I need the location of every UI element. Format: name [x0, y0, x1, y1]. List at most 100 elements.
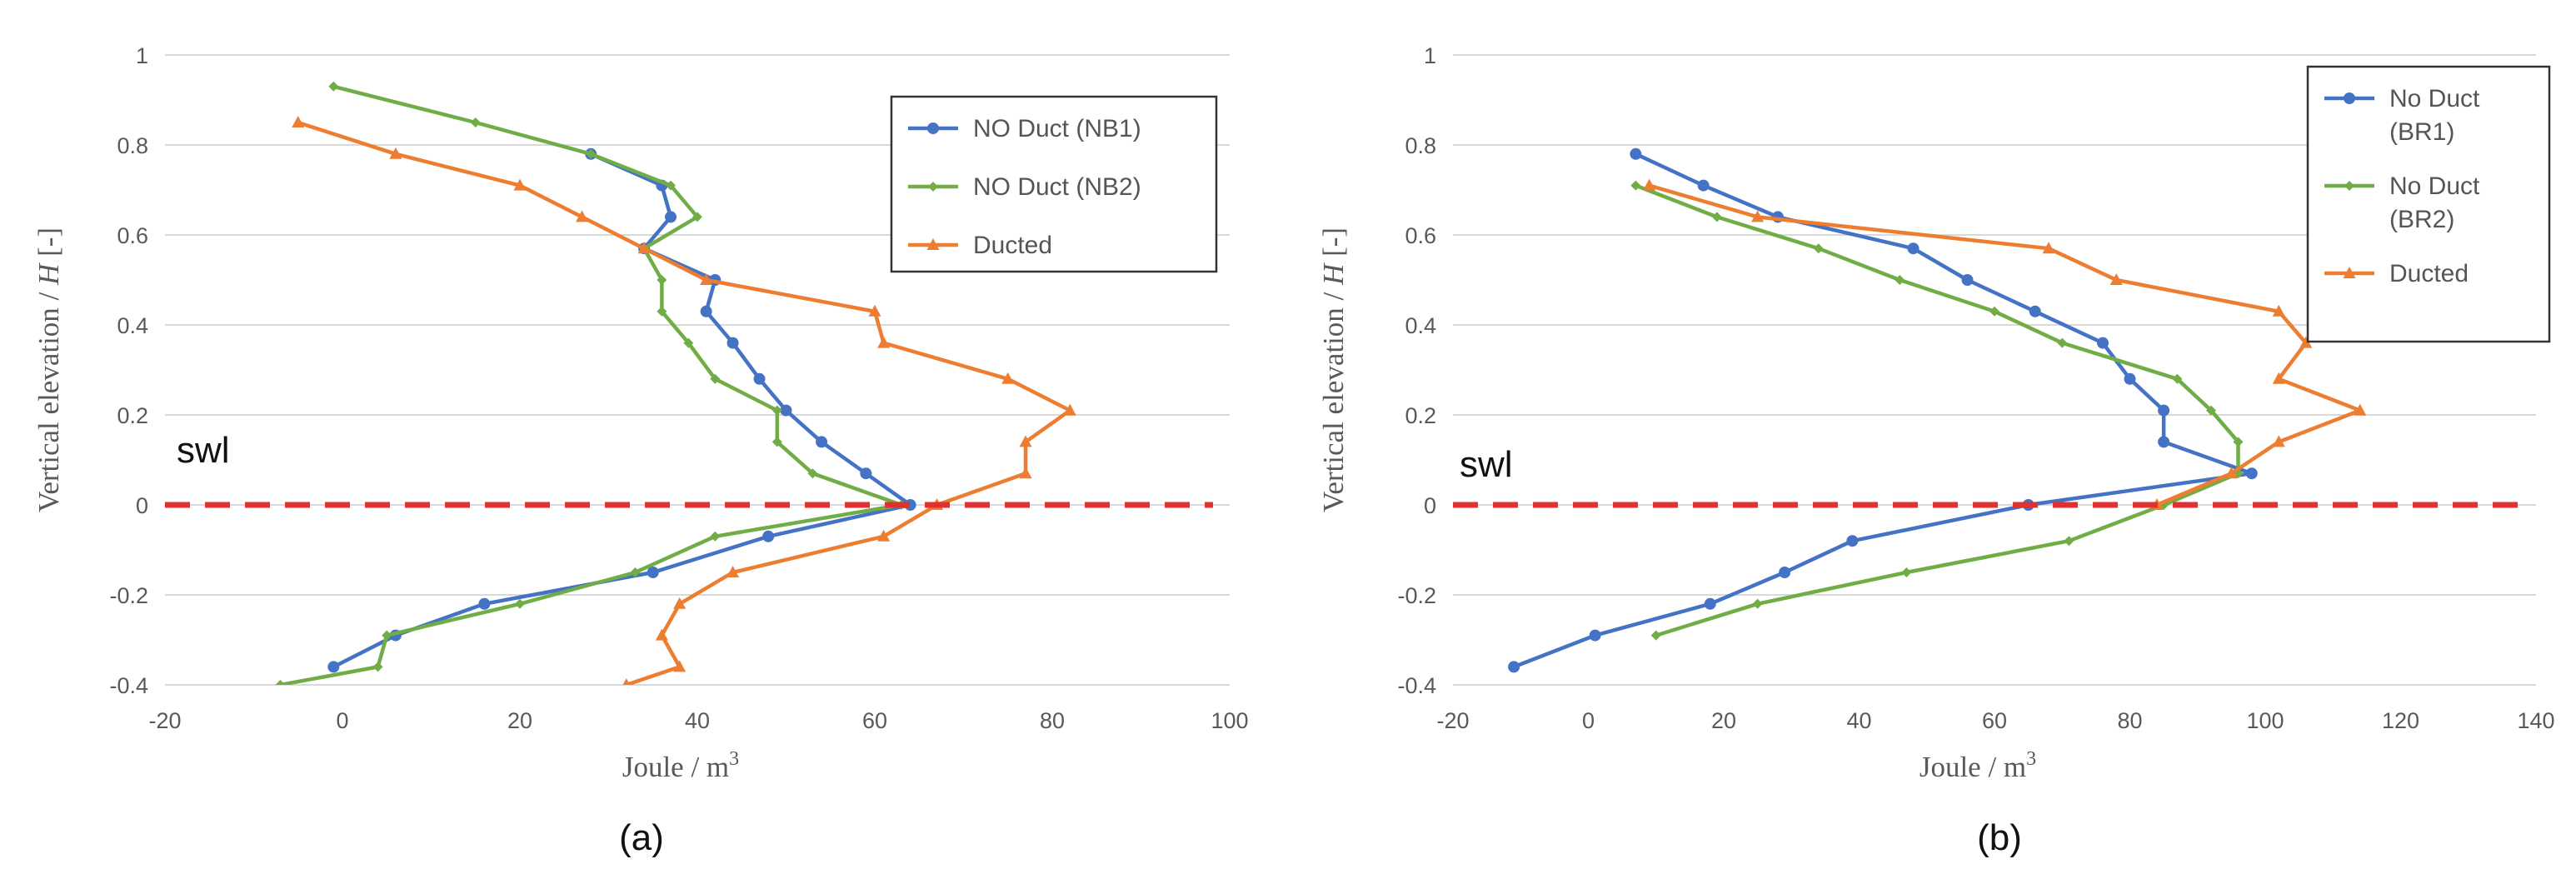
data-point: [1907, 242, 1920, 255]
data-point: [1704, 597, 1716, 610]
data-point: [2272, 435, 2285, 447]
data-point: [673, 597, 686, 609]
y-axis-label: Vertical elevation / H [-]: [1317, 227, 1350, 512]
x-tick-label: 60: [1982, 708, 2007, 733]
data-point: [2158, 404, 2170, 417]
data-point: [275, 680, 286, 685]
legend-label: No Duct (BR1): [2389, 85, 2480, 146]
data-point: [771, 437, 782, 447]
data-point: [877, 336, 891, 348]
data-point: [1001, 372, 1015, 384]
x-tick-label: 0: [336, 708, 348, 733]
data-point: [2042, 242, 2055, 254]
data-point: [2029, 305, 2041, 317]
y-tick-label: 1: [136, 43, 148, 68]
data-point: [656, 306, 667, 317]
data-point: [1630, 147, 1642, 160]
x-tick-label: 100: [2246, 708, 2284, 733]
x-tick-label: 80: [2117, 708, 2142, 733]
data-point: [2124, 372, 2136, 385]
x-tick-label: -20: [1436, 708, 1469, 733]
x-tick-label: 20: [1711, 708, 1736, 733]
x-tick-label: 60: [862, 708, 887, 733]
data-point: [1846, 535, 1859, 547]
y-tick-label: -0.2: [1397, 583, 1436, 608]
legend-label: No Duct (BR2): [2389, 172, 2480, 233]
y-tick-label: 0.4: [117, 313, 148, 338]
data-point: [2172, 373, 2183, 384]
data-point: [816, 436, 828, 448]
data-point: [673, 660, 686, 672]
y-axis-label: Vertical elevation / H [-]: [32, 227, 65, 512]
data-point: [771, 405, 782, 416]
data-point: [1779, 567, 1791, 578]
legend-label: NO Duct (NB1): [973, 115, 1141, 142]
series-line: [1635, 183, 2240, 637]
data-point: [868, 304, 881, 317]
legend-box: [2306, 65, 2551, 343]
data-point: [726, 566, 740, 577]
swl-label: swl: [177, 430, 230, 471]
y-tick-label: -0.4: [1397, 673, 1436, 698]
legend-box: [890, 95, 1218, 273]
data-point: [700, 305, 712, 317]
legend-marker: [926, 238, 940, 250]
y-tick-label: 0.6: [1405, 223, 1436, 248]
data-point: [1813, 243, 1824, 254]
data-point: [515, 598, 525, 609]
y-tick-label: 1: [1424, 43, 1436, 68]
data-point: [2158, 436, 2170, 448]
data-point: [1961, 274, 1974, 286]
data-point: [1508, 661, 1520, 673]
data-point: [1019, 435, 1032, 447]
data-point: [389, 147, 402, 159]
data-point: [1901, 567, 1912, 577]
data-point: [1697, 179, 1710, 192]
y-tick-label: 0.6: [117, 223, 148, 248]
data-point: [780, 404, 792, 417]
data-point: [656, 275, 667, 285]
data-point: [665, 211, 677, 223]
x-axis-label: Joule / m3: [622, 748, 739, 783]
legend-marker: [928, 182, 938, 192]
x-tick-label: 120: [2382, 708, 2419, 733]
x-tick-label: 20: [507, 708, 532, 733]
data-point: [710, 531, 721, 542]
legend-label: Ducted: [973, 232, 1052, 259]
data-point: [382, 630, 392, 641]
y-tick-label: 0.8: [1405, 133, 1436, 158]
data-point: [513, 178, 527, 191]
chart-caption: (a): [619, 817, 664, 858]
series-line: [1648, 183, 2362, 507]
data-point: [1650, 630, 1661, 641]
data-point: [2064, 536, 2074, 547]
y-tick-label: 0.2: [1405, 403, 1436, 428]
data-point: [586, 148, 597, 159]
y-tick-label: 0: [1424, 493, 1436, 518]
plot-area: [1508, 147, 2367, 673]
data-point: [637, 242, 651, 254]
x-tick-label: 0: [1582, 708, 1595, 733]
data-point: [666, 180, 676, 191]
data-point: [1589, 629, 1601, 642]
y-tick-label: -0.4: [109, 673, 148, 698]
x-tick-label: -20: [148, 708, 181, 733]
x-axis-label: Joule / m3: [1920, 748, 2036, 783]
data-point: [2233, 437, 2244, 447]
data-point: [2299, 336, 2313, 348]
data-point: [470, 117, 481, 127]
data-point: [1063, 403, 1076, 416]
data-point: [1711, 212, 1722, 222]
y-tick-label: 0.8: [117, 133, 148, 158]
y-tick-label: -0.2: [109, 583, 148, 608]
y-tick-label: 0.2: [117, 403, 148, 428]
data-point: [292, 116, 305, 127]
data-point: [1895, 275, 1905, 285]
plot-area: [275, 81, 1076, 685]
series-line: [280, 84, 904, 685]
x-tick-label: 140: [2517, 708, 2554, 733]
data-point: [683, 337, 694, 348]
series-line: [332, 152, 912, 669]
